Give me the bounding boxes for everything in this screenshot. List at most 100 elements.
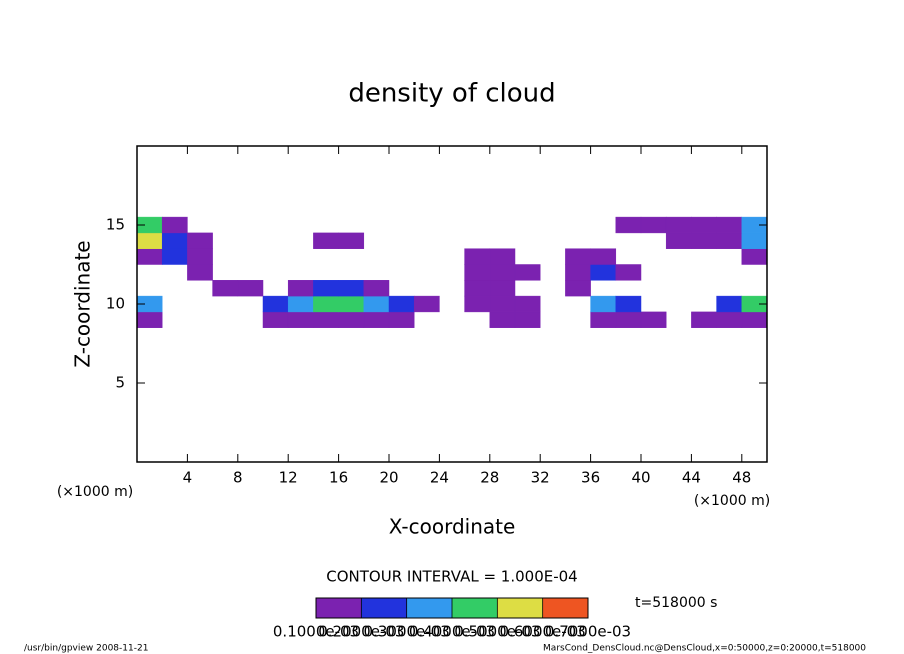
time-label: t=518000 s xyxy=(635,595,717,611)
density-cell xyxy=(287,311,314,328)
x-axis-label: X-coordinate xyxy=(389,515,516,539)
colorbar-segment xyxy=(452,598,498,618)
density-cell xyxy=(741,311,768,328)
colorbar-segment xyxy=(406,598,452,618)
density-cell xyxy=(489,280,516,297)
density-cell xyxy=(716,311,743,328)
y-axis-label: Z-coordinate xyxy=(71,240,95,367)
density-cell xyxy=(388,295,415,313)
chart-title: density of cloud xyxy=(348,79,555,109)
x-tick-label: 16 xyxy=(329,469,348,487)
density-cell xyxy=(615,264,642,281)
density-cell xyxy=(716,232,743,249)
density-cell xyxy=(489,295,516,313)
x-unit-label: (×1000 m) xyxy=(57,484,133,500)
density-cell xyxy=(313,280,339,297)
x-tick-label: 40 xyxy=(631,469,650,487)
density-cell xyxy=(212,280,239,297)
density-cell xyxy=(136,311,163,328)
density-cell xyxy=(161,248,188,265)
density-cell xyxy=(640,311,667,328)
density-cell xyxy=(338,232,365,249)
density-cell xyxy=(514,311,541,328)
density-cell xyxy=(489,264,516,281)
density-cell xyxy=(691,232,717,249)
density-cell xyxy=(489,248,516,265)
x-tick-label: 28 xyxy=(480,469,499,487)
density-cell xyxy=(187,232,213,249)
plot-frame xyxy=(136,145,768,463)
y-tick-label: 15 xyxy=(106,216,125,234)
density-cell xyxy=(161,216,188,234)
x-unit-label: (×1000 m) xyxy=(694,493,770,509)
density-cell xyxy=(338,295,365,313)
colorbar-label: 0.1000e-03 xyxy=(273,623,359,641)
density-cell xyxy=(136,248,163,265)
density-cell xyxy=(464,264,491,281)
colorbar-label: 0.5000e-03 xyxy=(454,623,540,641)
density-cell xyxy=(313,295,339,313)
density-cell xyxy=(565,248,591,265)
density-cell xyxy=(187,248,213,265)
colorbar-label: 0.3000e-03 xyxy=(364,623,450,641)
density-cell xyxy=(363,311,390,328)
density-cell xyxy=(287,295,314,313)
x-tick-label: 32 xyxy=(531,469,550,487)
colorbar-label: 0.6000e-03 xyxy=(500,623,586,641)
density-cell xyxy=(464,280,491,297)
density-cell xyxy=(691,311,717,328)
density-cell xyxy=(615,295,642,313)
x-tick-label: 44 xyxy=(682,469,701,487)
x-tick-label: 4 xyxy=(183,469,193,487)
density-cell xyxy=(262,295,289,313)
x-tick-label: 24 xyxy=(430,469,449,487)
footer-left: /usr/bin/gpview 2008-11-21 xyxy=(24,644,148,654)
density-cell xyxy=(590,264,617,281)
density-cell xyxy=(716,216,743,234)
density-cell xyxy=(691,216,717,234)
x-tick-label: 8 xyxy=(233,469,243,487)
contour-note: CONTOUR INTERVAL = 1.000E-04 xyxy=(326,568,577,586)
density-cell xyxy=(388,311,415,328)
colorbar-segment xyxy=(316,598,362,618)
density-cell xyxy=(741,248,768,265)
density-cell xyxy=(514,264,541,281)
density-cell xyxy=(313,232,339,249)
density-cell xyxy=(262,311,289,328)
density-cell xyxy=(313,311,339,328)
density-cell xyxy=(237,280,264,297)
x-tick-label: 12 xyxy=(279,469,298,487)
colorbar-segment xyxy=(542,598,588,618)
density-cell xyxy=(413,295,440,313)
x-tick-label: 20 xyxy=(379,469,398,487)
density-cell xyxy=(716,295,743,313)
density-cell xyxy=(590,248,617,265)
density-cell xyxy=(363,280,390,297)
density-cell xyxy=(565,280,591,297)
density-cell xyxy=(665,216,692,234)
density-cell xyxy=(287,280,314,297)
density-cell xyxy=(464,248,491,265)
density-cell xyxy=(489,311,516,328)
colorbar-label: 0.2000e-03 xyxy=(318,623,404,641)
density-cell xyxy=(363,295,390,313)
density-cell xyxy=(187,264,213,281)
density-cell xyxy=(565,264,591,281)
density-cell xyxy=(338,311,365,328)
density-cell xyxy=(590,295,617,313)
colorbar-segment xyxy=(497,598,543,618)
density-cell xyxy=(590,311,617,328)
y-tick-label: 5 xyxy=(115,374,125,392)
density-cell xyxy=(161,232,188,249)
y-tick-label: 10 xyxy=(106,295,125,313)
colorbar-segment xyxy=(361,598,407,618)
density-cell xyxy=(514,295,541,313)
colorbar-label: 0.4000e-03 xyxy=(409,623,495,641)
density-cell xyxy=(741,232,768,249)
density-cell xyxy=(640,216,667,234)
x-tick-label: 48 xyxy=(732,469,751,487)
density-cell xyxy=(665,232,692,249)
density-cell xyxy=(464,295,491,313)
density-cell xyxy=(136,232,163,249)
